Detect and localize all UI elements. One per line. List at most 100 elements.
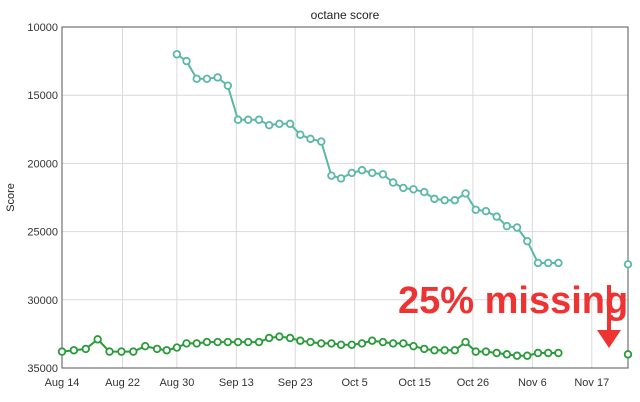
data-point-teal <box>202 74 212 84</box>
x-tick-label: Sep 23 <box>278 377 313 389</box>
data-point-teal <box>264 121 274 130</box>
data-point-green <box>367 336 377 345</box>
data-point-green <box>93 335 102 344</box>
data-point-teal <box>182 56 191 66</box>
data-point-teal <box>388 178 398 187</box>
data-point-teal <box>244 115 253 124</box>
x-tick-label: Oct 26 <box>457 377 489 389</box>
data-point-teal <box>543 258 553 268</box>
data-point-teal <box>502 221 512 231</box>
data-point-teal <box>233 115 243 124</box>
data-point-teal <box>399 183 408 193</box>
data-point-green <box>202 337 212 347</box>
data-point-teal <box>336 174 346 183</box>
x-tick-label: Aug 30 <box>159 377 194 389</box>
x-tick-label: Oct 15 <box>398 377 430 389</box>
data-point-teal <box>471 205 480 214</box>
data-point-teal <box>512 223 522 232</box>
data-point-green <box>543 348 553 358</box>
data-point-green <box>162 346 171 355</box>
y-tick-label: 15000 <box>27 90 58 102</box>
data-point-teal <box>440 196 449 205</box>
data-point-green <box>409 341 418 351</box>
y-tick-labels: 10000 15000 20000 25000 30000 35000 <box>27 22 58 375</box>
data-point-teal <box>523 236 532 246</box>
x-tick-label: Nov 17 <box>574 377 609 389</box>
annotation-text: 25% missing <box>398 280 628 322</box>
data-point-teal <box>378 170 388 179</box>
data-point-green <box>105 347 114 356</box>
data-point-green <box>347 340 356 350</box>
x-tick-label: Sep 13 <box>219 377 254 389</box>
x-tick-label: Oct 5 <box>341 377 367 389</box>
data-point-teal <box>213 73 222 82</box>
y-tick-label: 10000 <box>27 22 58 34</box>
data-point-green <box>192 339 201 348</box>
data-point-green <box>296 336 305 345</box>
data-point-teal <box>357 166 367 175</box>
data-point-teal <box>192 74 201 84</box>
data-point-teal <box>254 115 264 124</box>
data-point-green <box>420 344 429 354</box>
data-point-teal <box>492 212 501 221</box>
series-green <box>57 332 633 360</box>
data-point-green <box>152 344 162 354</box>
data-point-teal <box>275 119 284 129</box>
data-point-teal <box>367 168 377 178</box>
data-point-teal <box>347 168 356 178</box>
data-point-teal <box>554 258 563 268</box>
data-point-green <box>492 348 501 358</box>
data-point-green <box>471 347 480 356</box>
data-point-green <box>254 337 264 347</box>
data-point-green <box>317 339 326 348</box>
y-tick-label: 35000 <box>27 363 58 375</box>
data-point-green <box>129 347 138 356</box>
data-point-teal <box>317 137 326 146</box>
data-point-green <box>357 339 367 348</box>
data-point-teal <box>172 50 182 59</box>
data-point-teal <box>450 196 460 205</box>
data-point-green <box>172 343 182 352</box>
data-point-green <box>285 333 295 343</box>
data-point-green <box>233 337 243 347</box>
chart-title: octane score <box>311 8 380 22</box>
data-point-teal <box>285 119 295 129</box>
x-tick-label: Aug 14 <box>45 377 80 389</box>
data-point-green <box>430 346 439 355</box>
data-point-green <box>69 346 79 355</box>
x-tick-labels: Aug 14 Aug 22 Aug 30 Sep 13 Sep 23 Oct 5 Oct 1… <box>45 377 610 389</box>
data-point-green <box>213 337 222 347</box>
data-point-green <box>512 351 522 360</box>
annotation-arrow <box>597 285 621 348</box>
data-point-green <box>327 339 336 348</box>
data-point-green <box>623 350 633 359</box>
plot-frame <box>61 26 629 369</box>
data-point-green <box>461 337 470 347</box>
x-tick-label: Aug 22 <box>105 377 140 389</box>
data-point-green <box>450 346 460 355</box>
y-tick-label: 20000 <box>27 158 58 170</box>
x-tick-label: Nov 6 <box>518 377 547 389</box>
data-point-green <box>264 333 274 343</box>
y-axis-label: Score <box>5 183 17 212</box>
data-point-green <box>523 351 532 360</box>
data-point-teal <box>409 185 418 194</box>
data-point-teal <box>306 134 315 144</box>
data-point-teal <box>430 194 439 204</box>
data-point-green <box>141 341 150 351</box>
data-point-green <box>223 337 233 347</box>
data-point-green <box>275 332 284 341</box>
data-point-teal <box>223 81 233 90</box>
data-point-green <box>117 347 126 356</box>
data-point-green <box>378 337 388 347</box>
arrow-head <box>597 330 621 348</box>
series-layer <box>57 50 633 360</box>
data-point-green <box>81 344 90 354</box>
data-point-green <box>554 348 563 358</box>
data-point-green <box>440 346 449 355</box>
data-point-green <box>182 339 191 348</box>
y-tick-label: 25000 <box>27 227 58 239</box>
data-point-teal <box>420 187 429 197</box>
y-tick-label: 30000 <box>27 295 58 307</box>
